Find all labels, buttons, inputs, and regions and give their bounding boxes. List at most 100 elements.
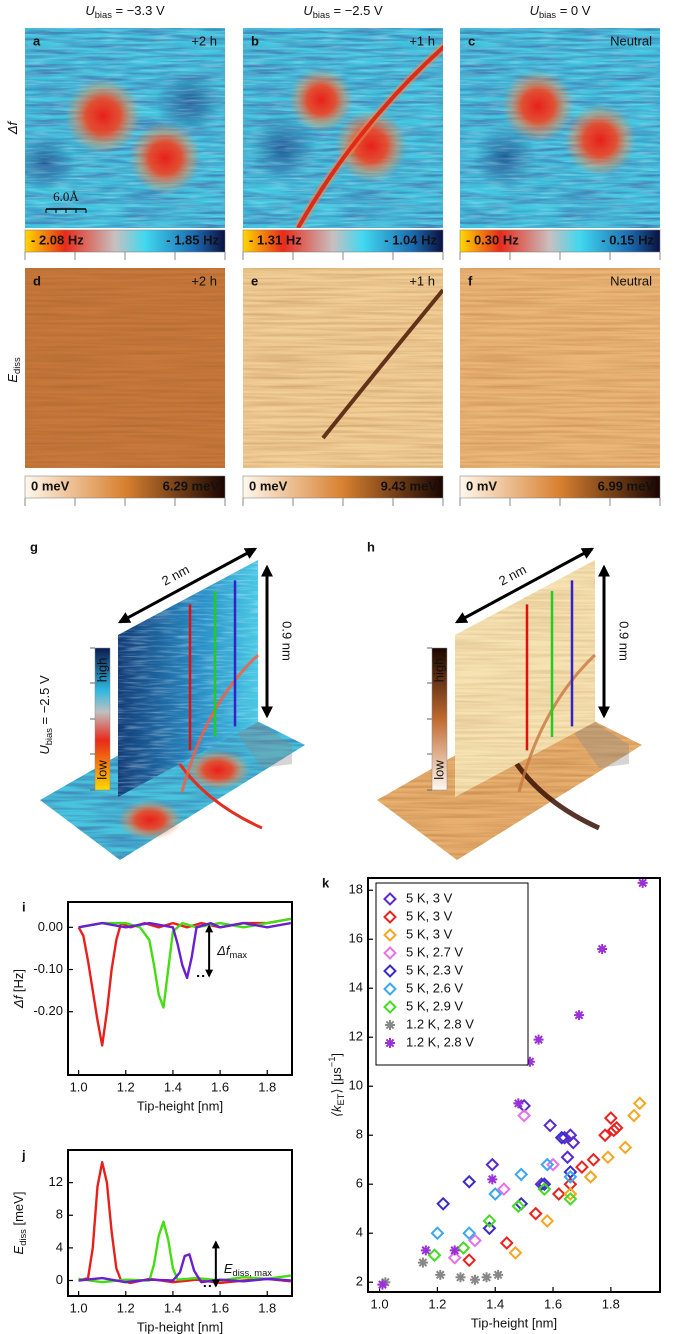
chart: 1.0 1.2 1.4 1.6 1.8 2 4 6 8 10 12 14 16 18 Tip-height … (322, 875, 661, 1330)
data-point (540, 1157, 555, 1172)
colorbar-max-label: 6.99 meV (598, 478, 655, 493)
row-label: Ediss (5, 357, 22, 383)
column-header: Ubias = 0 V (530, 3, 591, 20)
legend-marker (383, 910, 397, 924)
width-arrow (454, 547, 595, 624)
data-point (563, 1169, 578, 1184)
y-axis-label: Ediss [meV] (11, 1192, 28, 1255)
x-tick-label: 1.4 (164, 1079, 182, 1094)
row-label-part: E (5, 374, 20, 383)
x-tick-label: 1.8 (258, 1300, 276, 1315)
molecule-blob (564, 104, 636, 176)
colorbar-min-label: - 0.30 Hz (466, 232, 519, 247)
y-tick-label: 12 (49, 1174, 63, 1189)
molecule-blob (335, 110, 407, 182)
charge-arc (296, 44, 443, 228)
scale-bar-label: 6.0Å (53, 189, 79, 204)
x-tick-label: 1.2 (117, 1300, 135, 1315)
x-tick-label: 1.6 (544, 1296, 562, 1311)
molecule-blob (65, 78, 141, 154)
annotation-part: max (229, 950, 247, 960)
height-label: 0.9 nm (280, 621, 295, 661)
column-header-part: bias (95, 10, 112, 20)
legend-label: 5 K, 3 V (406, 926, 453, 941)
plot-frame (67, 901, 293, 1076)
y-axis-label-part: E (11, 1245, 26, 1254)
legend-label: 1.2 K, 2.8 V (406, 1016, 474, 1031)
data-point (551, 1187, 566, 1201)
legend-label: 5 K, 2.6 V (406, 980, 463, 995)
floor-blob (186, 750, 250, 790)
data-point (566, 1135, 581, 1150)
plane-shadow (569, 722, 629, 768)
data-point (488, 1187, 503, 1201)
data-line (78, 921, 292, 980)
data-line (78, 917, 292, 1009)
legend-label: 5 K, 3 V (406, 890, 453, 905)
y-axis-label-part: ET (336, 1093, 346, 1105)
data-point (430, 1226, 445, 1241)
y-axis-label: ⟨kET⟩ [μs−1] (327, 1053, 346, 1117)
colorbar-max-label: - 1.85 Hz (166, 232, 219, 247)
data-point (537, 1177, 552, 1192)
column-header-part: U (303, 3, 313, 18)
colorbar-min-label: - 2.08 Hz (31, 232, 84, 247)
column-header-part: bias (313, 10, 330, 20)
x-tick-label: 1.6 (211, 1300, 229, 1315)
data-point (449, 1245, 460, 1256)
color-scale-high: high (431, 658, 446, 683)
colorbar-min-label: 0 meV (249, 478, 288, 493)
data-point (627, 1108, 641, 1123)
annotation-part: diss, max (233, 1268, 273, 1278)
data-line (78, 1253, 291, 1284)
plane-shadow (232, 722, 292, 768)
data-point (560, 1150, 575, 1165)
colorbar-min-label: - 1.31 Hz (249, 232, 302, 247)
map-floor-noise (40, 700, 305, 860)
y-axis-label-part: −1 (327, 1057, 337, 1068)
x-tick-label: 1.2 (117, 1079, 135, 1094)
data-point (557, 1130, 572, 1145)
molecule-blob (129, 122, 201, 194)
x-tick-label: 1.4 (486, 1296, 504, 1311)
panel-tag: +1 h (409, 33, 435, 48)
column-header-part: = 0 V (556, 3, 591, 18)
image-panel (25, 28, 225, 228)
data-point (468, 1233, 482, 1248)
bias-label-part: U (37, 745, 52, 755)
data-point (540, 1214, 555, 1228)
data-line (78, 1161, 291, 1285)
data-point (583, 1169, 598, 1184)
y-axis-label-part: [Hz] (11, 969, 26, 996)
legend-marker (385, 1038, 395, 1048)
plot-frame (67, 1149, 293, 1297)
y-tick-label: -0.20 (33, 1003, 63, 1018)
annotation: Ediss, max (224, 1261, 272, 1278)
data-point (485, 1157, 500, 1172)
legend-marker (383, 946, 397, 960)
panel-letter: c (468, 33, 475, 48)
data-point (456, 1240, 471, 1255)
data-point (533, 1034, 544, 1045)
data-point (537, 1182, 552, 1197)
y-tick-label: 18 (349, 882, 363, 897)
data-point (513, 1098, 524, 1109)
data-point (469, 1274, 480, 1285)
panel-letter: j (21, 1147, 26, 1162)
legend-label: 5 K, 3 V (406, 908, 453, 923)
data-point (546, 1157, 560, 1172)
data-point (563, 1191, 578, 1206)
data-point (517, 1108, 532, 1123)
x-axis-label: Tip-height [nm] (137, 1319, 223, 1334)
panel-letter: h (367, 539, 375, 554)
data-point (528, 1206, 543, 1221)
y-axis-label: Δf [Hz] (11, 969, 26, 1009)
column-header-part: bias (539, 10, 556, 20)
map-floor-noise (377, 700, 642, 860)
column-header-part: U (530, 3, 540, 18)
y-tick-label: 2 (356, 1274, 363, 1289)
floor-blob (118, 800, 182, 840)
plot-area (77, 917, 292, 1047)
bias-label-part: bias (44, 728, 54, 745)
data-point (609, 1120, 624, 1135)
